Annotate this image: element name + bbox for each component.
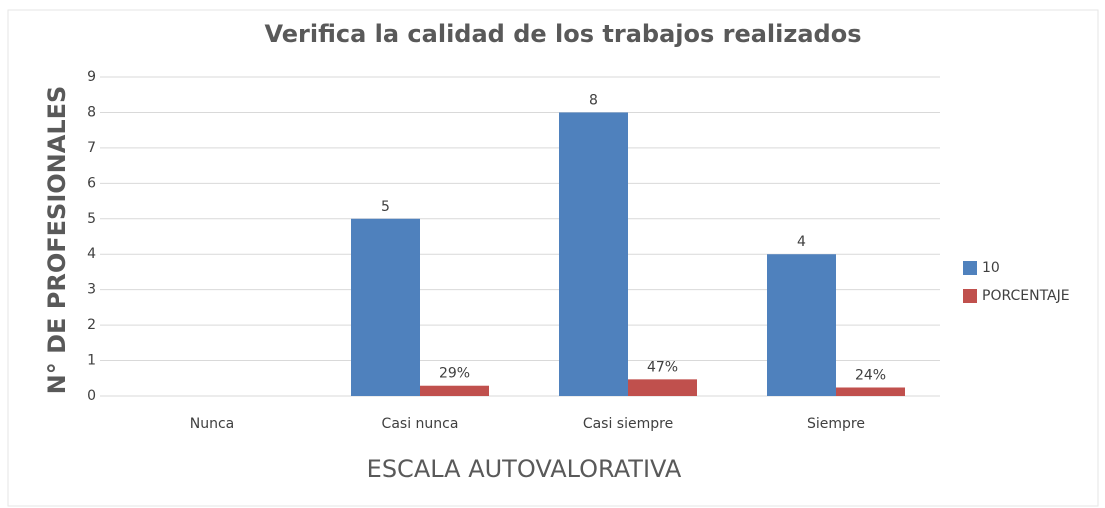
y-axis-label: N° DE PROFESIONALES [43, 86, 71, 395]
x-tick-label: Siempre [807, 416, 865, 432]
data-label: 8 [589, 92, 598, 108]
bar [420, 385, 489, 396]
y-tick-label: 8 [87, 104, 96, 120]
y-tick-label: 7 [87, 140, 96, 156]
legend-label: PORCENTAJE [982, 288, 1070, 304]
bar [628, 379, 697, 396]
chart-frame [7, 9, 1099, 507]
y-tick-label: 1 [87, 353, 96, 369]
legend-label: 10 [982, 260, 1000, 276]
x-tick-label: Nunca [190, 416, 235, 432]
data-label: 47% [647, 359, 678, 375]
bar [836, 387, 905, 396]
chart-title: Verifica la calidad de los trabajos real… [264, 20, 861, 48]
bar [559, 112, 628, 396]
x-axis-label: ESCALA AUTOVALORATIVA [367, 455, 682, 483]
data-label: 5 [381, 199, 390, 215]
y-tick-label: 0 [87, 388, 96, 404]
x-tick-label: Casi nunca [382, 416, 459, 432]
legend-swatch [963, 289, 977, 303]
y-tick-label: 6 [87, 175, 96, 191]
y-tick-label: 3 [87, 282, 96, 298]
x-tick-label: Casi siempre [583, 416, 673, 432]
data-label: 29% [439, 366, 470, 382]
data-label: 24% [855, 367, 886, 383]
y-tick-label: 5 [87, 211, 96, 227]
y-tick-label: 4 [87, 246, 96, 262]
data-label: 4 [797, 234, 806, 250]
legend-swatch [963, 261, 977, 275]
bar [351, 218, 420, 396]
y-tick-label: 2 [87, 317, 96, 333]
y-tick-label: 9 [87, 69, 96, 85]
bar [767, 254, 836, 396]
